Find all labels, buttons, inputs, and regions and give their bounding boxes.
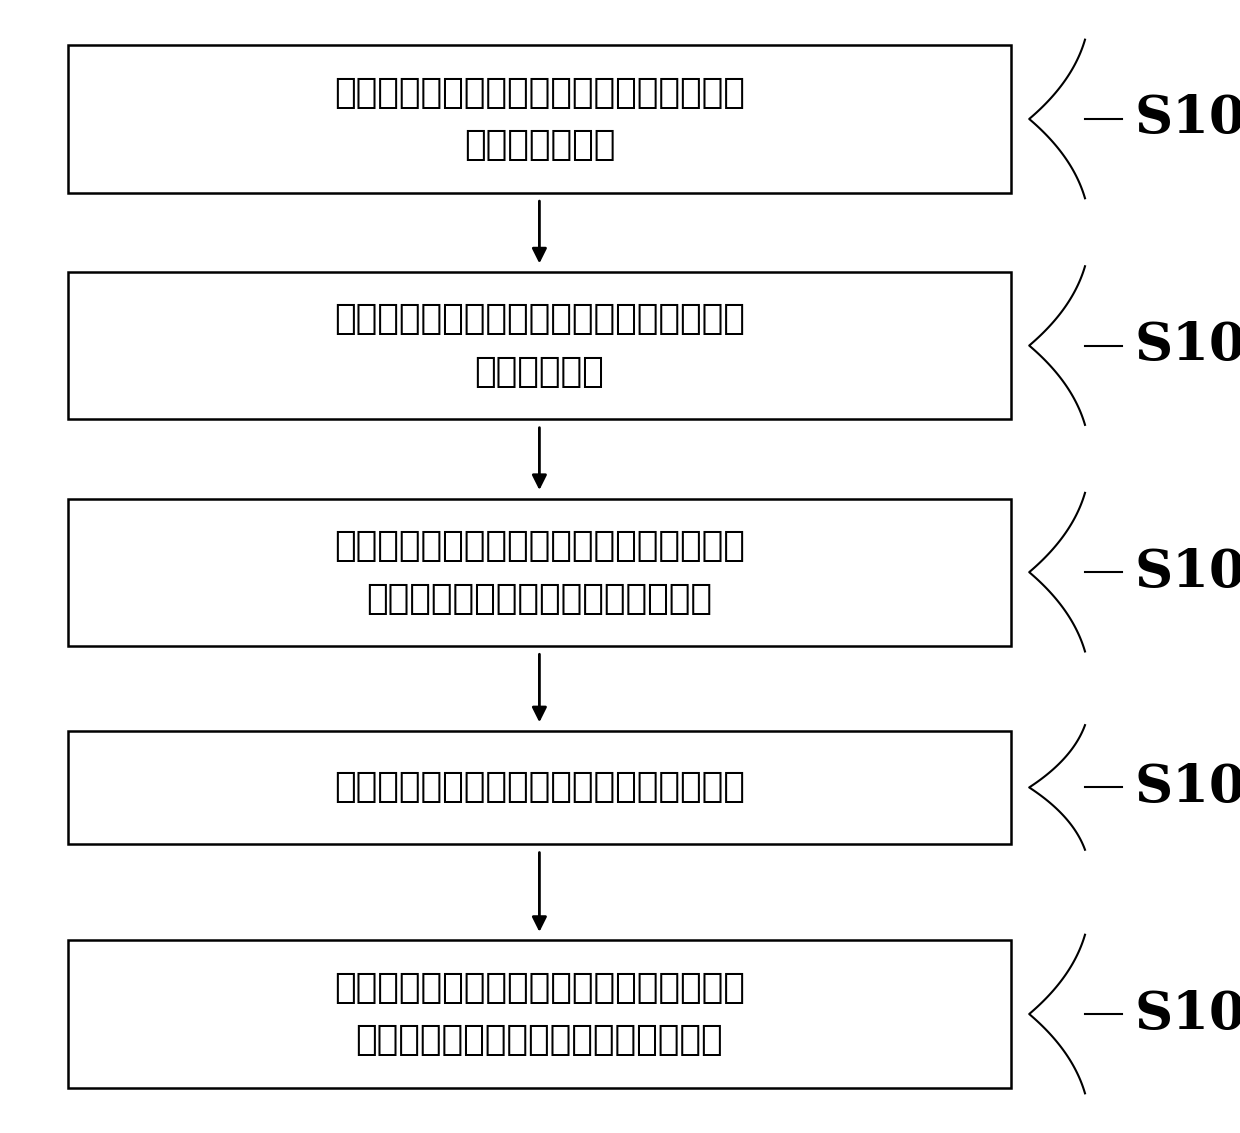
Text: S104: S104 (1135, 761, 1240, 813)
Text: 基于带宽流量，确定计算节点的带宽实际值: 基于带宽流量，确定计算节点的带宽实际值 (334, 770, 745, 804)
Text: 获取区块链系统中计算节点所使用的通信网
络的带宽测量值: 获取区块链系统中计算节点所使用的通信网 络的带宽测量值 (334, 76, 745, 162)
Text: S101: S101 (1135, 93, 1240, 145)
Bar (68, 272, 1011, 419)
Text: 获取计算节点处理任务发布节点所发布的分
布式计算任务所实际消耗的带宽流量: 获取计算节点处理任务发布节点所发布的分 布式计算任务所实际消耗的带宽流量 (334, 529, 745, 615)
Bar (68, 731, 1011, 844)
Bar (68, 940, 1011, 1088)
Bar (68, 45, 1011, 193)
Text: 基于计算节点的带宽测量值与计算节点的带
宽实际值，计算计算节点的均衡带宽值: 基于计算节点的带宽测量值与计算节点的带 宽实际值，计算计算节点的均衡带宽值 (334, 971, 745, 1057)
Text: 基于通信网络的带宽测量值，确定计算节点
的带宽测量值: 基于通信网络的带宽测量值，确定计算节点 的带宽测量值 (334, 303, 745, 389)
Text: S105: S105 (1135, 988, 1240, 1040)
Bar (68, 499, 1011, 646)
Text: S103: S103 (1135, 546, 1240, 598)
Text: S102: S102 (1135, 320, 1240, 372)
